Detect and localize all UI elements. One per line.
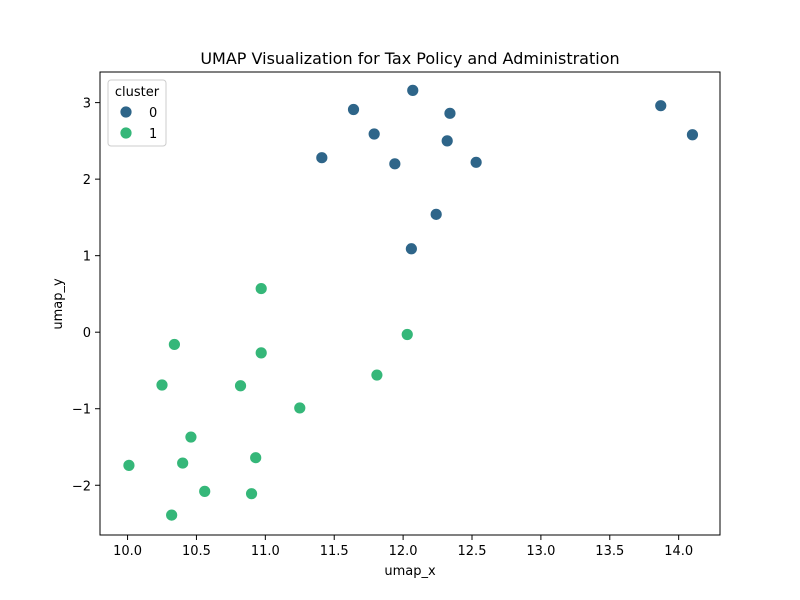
y-tick-label: 3 [83,97,91,112]
y-axis-label: umap_y [51,278,66,330]
legend-marker-0 [119,105,133,119]
legend: cluster 0 1 [107,79,167,147]
data-point-cluster-1 [370,368,384,382]
x-axis-label: umap_x [384,564,436,579]
y-tick-label: 2 [83,173,91,188]
data-point-cluster-0 [406,83,420,97]
data-point-cluster-1 [184,430,198,444]
data-point-cluster-0 [367,127,381,141]
x-tick-label: 13.5 [595,544,624,559]
data-point-cluster-1 [155,378,169,392]
data-point-cluster-0 [443,106,457,120]
data-point-cluster-1 [234,379,247,393]
x-tick-label: 12.0 [389,544,418,559]
legend-label-1: 1 [149,127,157,142]
x-tick-label: 11.0 [251,544,280,559]
data-point-cluster-1 [400,328,414,341]
data-point-cluster-1 [254,282,268,295]
x-tick-label: 10.5 [182,544,211,559]
data-point-cluster-1 [245,487,258,501]
data-point-cluster-1 [293,401,307,415]
data-point-cluster-0 [686,128,699,142]
legend-title: cluster [115,85,160,100]
x-tick-label: 10.0 [113,544,142,559]
data-point-cluster-0 [347,103,360,116]
data-point-cluster-0 [654,99,668,113]
data-point-cluster-0 [469,155,483,169]
data-point-cluster-1 [165,508,179,522]
data-point-cluster-1 [167,338,181,351]
axes: 10.0 10.5 11.0 11.5 12.0 12.5 13.0 13.5 14.0 −2 −1… [72,71,721,559]
data-point-cluster-0 [429,207,443,221]
data-point-cluster-0 [388,157,402,171]
data-point-cluster-0 [315,151,329,165]
data-point-cluster-0 [404,242,418,256]
y-tick-label: 0 [83,326,91,341]
y-tick-label: 1 [83,250,91,265]
data-point-cluster-1 [122,458,136,472]
x-tick-label: 12.5 [458,544,487,559]
data-points [122,83,699,522]
plot-frame [99,71,721,536]
data-point-cluster-1 [249,451,263,465]
x-tick-label: 11.5 [320,544,349,559]
x-tick-label: 13.0 [526,544,555,559]
data-point-cluster-1 [254,346,268,360]
y-tick-label: −1 [72,403,91,418]
data-point-cluster-0 [440,134,454,148]
y-tick-label: −2 [72,479,91,494]
data-point-cluster-1 [176,456,190,470]
x-tick-label: 14.0 [664,544,693,559]
legend-marker-1 [119,126,133,140]
legend-label-0: 0 [149,106,157,121]
chart-title: UMAP Visualization for Tax Policy and Ad… [200,49,619,68]
data-point-cluster-1 [198,484,212,498]
